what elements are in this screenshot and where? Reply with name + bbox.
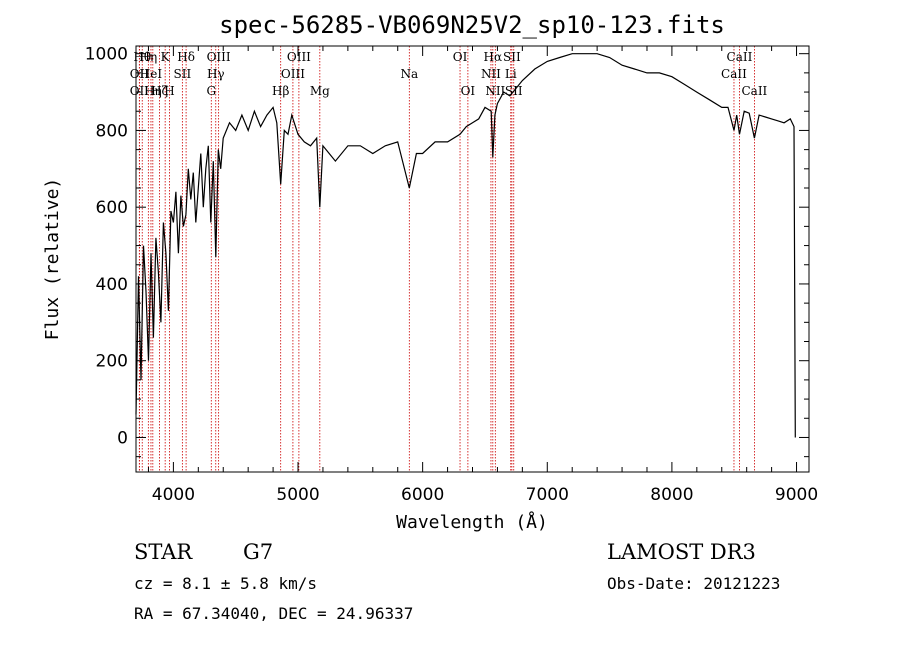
- line-label-17: Mg: [310, 84, 330, 98]
- x-tick-label-3: 7000: [526, 485, 569, 505]
- line-label-4: HeI: [140, 67, 163, 81]
- spectrum-series-line: [135, 53, 796, 438]
- line-label-23: NII: [485, 84, 505, 98]
- y-tick-label-3: 600: [96, 198, 128, 218]
- x-tick-label-2: 6000: [401, 485, 444, 505]
- y-tick-label-1: 200: [96, 352, 128, 372]
- x-tick-label-0: 4000: [152, 485, 195, 505]
- x-tick-label-4: 8000: [650, 485, 693, 505]
- y-tick-label-4: 800: [96, 121, 128, 141]
- object-class: STAR: [134, 540, 193, 564]
- line-label-20: OI: [461, 84, 476, 98]
- line-label-6: Hζ: [151, 84, 168, 98]
- chart-title: spec-56285-VB069N25V2_sp10-123.fits: [219, 11, 725, 39]
- plot-frame: [135, 45, 810, 473]
- line-label-27: CaII: [721, 67, 747, 81]
- redshift-cz: cz = 8.1 ± 5.8 km/s: [134, 574, 317, 593]
- line-label-24: Li: [505, 67, 517, 81]
- x-axis-label: Wavelength (Å): [396, 511, 548, 533]
- line-label-29: CaII: [741, 84, 767, 98]
- line-label-19: OI: [453, 50, 468, 64]
- line-label-21: NII: [481, 67, 501, 81]
- ra-dec-coordinates: RA = 67.34040, DEC = 24.96337: [134, 604, 413, 623]
- line-label-18: Na: [400, 67, 418, 81]
- line-label-15: OIII: [281, 67, 305, 81]
- y-tick-label-2: 400: [96, 275, 128, 295]
- object-subclass: G7: [243, 540, 273, 564]
- spectral-line-markers: [138, 46, 755, 472]
- line-label-10: Hδ: [177, 50, 195, 64]
- line-label-9: SII: [174, 67, 192, 81]
- line-label-5: Hη: [144, 84, 162, 98]
- line-label-12: Hγ: [207, 67, 225, 81]
- line-label-16: OIII: [287, 50, 311, 64]
- line-label-3: Hη: [140, 50, 158, 64]
- y-tick-label-0: 0: [117, 428, 128, 448]
- axis-ticks: 4000 5000 6000 7000 8000 9000 0 200 400 600 800 100…: [85, 45, 818, 505]
- y-tick-label-5: 1000: [85, 45, 128, 65]
- line-label-7: K: [161, 50, 171, 64]
- line-label-28: CaII: [727, 50, 753, 64]
- x-tick-label-5: 9000: [775, 485, 818, 505]
- line-label-2: OII: [130, 84, 150, 98]
- line-label-8: H: [164, 84, 174, 98]
- line-label-13: OIII: [207, 50, 231, 64]
- observation-date: Obs-Date: 20121223: [607, 574, 780, 593]
- survey-name: LAMOST DR3: [607, 540, 756, 564]
- line-label-14: Hβ: [272, 84, 289, 98]
- line-label-25: SII: [503, 50, 521, 64]
- spectral-line-labels: HθOIIOIIHηHeIHηHζKHSIIHδGHγOIIIHβOIIIOII…: [130, 50, 768, 98]
- line-label-1: OII: [130, 67, 150, 81]
- line-label-11: G: [206, 84, 216, 98]
- line-label-22: Hα: [484, 50, 503, 64]
- y-axis-label: Flux (relative): [42, 178, 63, 341]
- x-tick-label-1: 5000: [276, 485, 319, 505]
